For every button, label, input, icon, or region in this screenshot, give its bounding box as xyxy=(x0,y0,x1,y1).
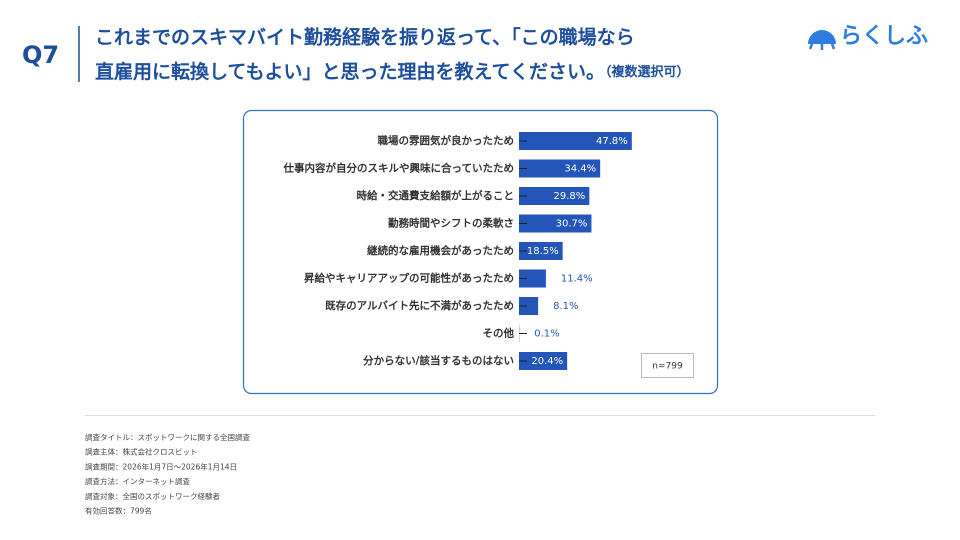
bar xyxy=(519,242,563,260)
title-text: 直雇用に転換してもよい」と思った理由を教えてください。 xyxy=(95,60,605,83)
footer-line: 調査タイトル：スポットワークに関する全国調査 xyxy=(85,432,250,442)
value-label: 29.8% xyxy=(554,191,586,202)
title-note: （複数選択可） xyxy=(605,64,690,80)
bar xyxy=(519,187,590,205)
footer-line: 有効回答数：799名 xyxy=(85,506,152,516)
value-label: 11.4% xyxy=(561,274,593,285)
footer-line: 調査対象：全国のスポットワーク経験者 xyxy=(85,491,220,501)
bar xyxy=(519,214,592,233)
category-label: 分からない/該当するものはない xyxy=(363,354,514,367)
logo: らくしふ xyxy=(808,24,928,50)
bar xyxy=(519,297,539,315)
category-label: 時給・交通費支給額が上がること xyxy=(357,189,515,202)
category-label: 勤務時間やシフトの柔軟さ xyxy=(388,217,514,230)
value-label: 30.7% xyxy=(556,219,588,230)
question-number: Q7 xyxy=(22,41,59,69)
value-label: 20.4% xyxy=(531,356,563,367)
category-label: その他 xyxy=(483,327,515,340)
value-label: 0.1% xyxy=(534,329,559,340)
value-label: 8.1% xyxy=(553,301,578,312)
value-label: 47.8% xyxy=(596,136,628,147)
value-label: 18.5% xyxy=(527,246,559,257)
value-label: 34.4% xyxy=(564,164,596,175)
category-label: 既存のアルバイト先に不満があったため xyxy=(325,299,514,312)
category-label: 昇給やキャリアアップの可能性があったため xyxy=(304,272,514,285)
note-box xyxy=(641,353,694,378)
bar xyxy=(519,132,632,150)
title-line: これまでのスキマバイト勤務経験を振り返って、「この職場なら xyxy=(95,26,635,49)
footer: 調査タイトル：スポットワークに関する全国調査調査主体：株式会社クロスビット調査期… xyxy=(85,432,250,516)
logo-text: らくしふ xyxy=(840,24,928,49)
footer-line: 調査主体：株式会社クロスビット xyxy=(85,447,198,457)
category-label: 継続的な雇用機会があったため xyxy=(367,244,514,257)
chart-frame xyxy=(242,109,719,395)
bar xyxy=(519,269,546,288)
footer-line: 調査方法：インターネット調査 xyxy=(85,476,190,486)
bar xyxy=(519,352,568,370)
title-line: 直雇用に転換してもよい」と思った理由を教えてください。（複数選択可） xyxy=(95,60,689,83)
category-label: 仕事内容が自分のスキルや興味に合っていたため xyxy=(283,162,514,175)
bar xyxy=(519,159,601,178)
sample-size: n=799 xyxy=(652,362,683,372)
category-label: 職場の雰囲気が良かったため xyxy=(378,134,515,147)
bars: 職場の雰囲気が良かったため 47.8% 仕事内容が自分のスキルや興味に合っていたため… xyxy=(283,132,632,370)
footer-line: 調査期間：2026年1月7日〜2026年1月14日 xyxy=(85,461,237,471)
